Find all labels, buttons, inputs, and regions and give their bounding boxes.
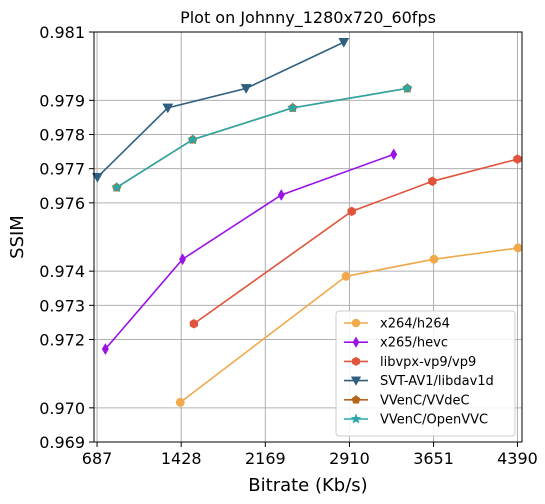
y-tick-label: 0.970 [39,399,85,418]
series-line [117,88,408,187]
legend-label: VVenC/VVdeC [380,393,470,408]
y-tick-label: 0.974 [39,262,85,281]
y-tick-label: 0.981 [39,23,85,42]
y-tick-label: 0.977 [39,160,85,179]
x-tick-label: 4390 [497,449,538,468]
x-tick-label: 2169 [245,449,286,468]
data-point [514,155,522,164]
y-tick-label: 0.976 [39,194,85,213]
data-point [514,244,522,252]
legend-label: VVenC/OpenVVC [380,413,488,428]
legend: x264/h264 x265/hevc libvpx-vp9/vp9 SVT-AV1/… [336,311,515,436]
data-point [102,344,108,355]
data-point [176,398,184,406]
data-point [179,254,185,265]
data-point [391,149,397,160]
data-point [428,177,436,186]
data-point [352,319,360,327]
y-tick-label: 0.979 [39,91,85,110]
series-line [117,88,408,187]
legend-label: SVT-AV1/libdav1d [380,374,494,389]
series [92,38,348,182]
x-tick-label: 1428 [161,449,202,468]
data-point [348,207,356,216]
y-tick-label: 0.972 [39,331,85,350]
legend-label: x265/hevc [380,336,448,351]
data-point [339,38,349,47]
data-point [190,319,198,328]
y-tick-label: 0.969 [39,433,85,452]
y-axis-title: SSIM [7,215,28,259]
series [190,155,521,329]
series [112,83,413,192]
data-point [352,357,359,366]
x-tick-label: 3651 [413,449,454,468]
chart-title: Plot on Johnny_1280x720_60fps [180,8,436,28]
x-axis-title: Bitrate (Kb/s) [248,475,367,496]
data-point [342,272,350,280]
x-tick-label: 2910 [329,449,370,468]
legend-label: libvpx-vp9/vp9 [380,355,476,370]
series-line [194,159,518,324]
x-tick-label: 687 [82,449,113,468]
data-point [278,189,284,200]
series-line [97,42,343,177]
legend-label: x264/h264 [380,317,450,332]
y-tick-label: 0.973 [39,296,85,315]
y-tick-label: 0.978 [39,126,85,145]
data-point [430,255,438,263]
